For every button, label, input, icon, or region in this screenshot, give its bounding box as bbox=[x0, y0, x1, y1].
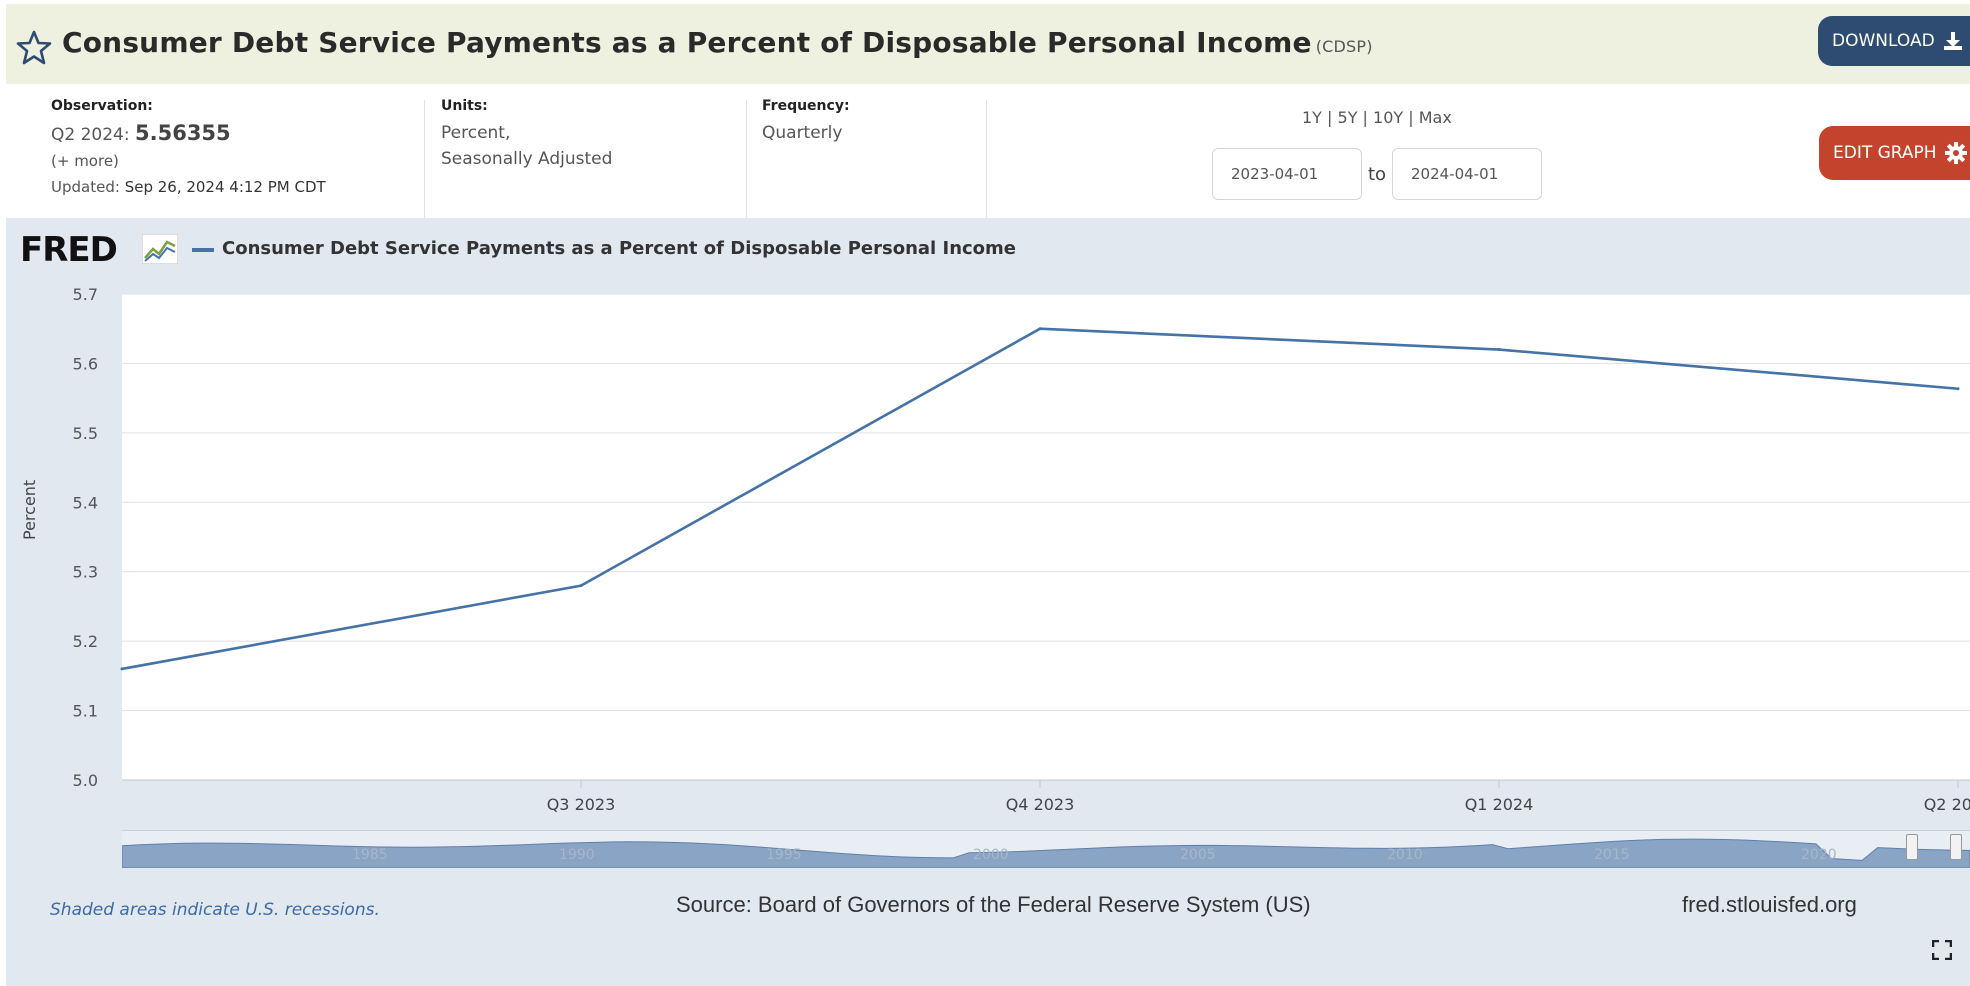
info-bar: Observation: Q2 2024: 5.56355 (+ more) U… bbox=[0, 84, 1970, 218]
frequency-block: Frequency: Quarterly bbox=[762, 98, 850, 146]
legend-label: Consumer Debt Service Payments as a Perc… bbox=[222, 238, 1017, 259]
divider bbox=[746, 100, 747, 218]
x-tick-label: Q3 2023 bbox=[547, 795, 616, 814]
download-button[interactable]: DOWNLOAD bbox=[1818, 16, 1970, 66]
divider bbox=[986, 100, 987, 218]
y-tick-label: 5.7 bbox=[73, 285, 98, 304]
series-code: (CDSP) bbox=[1315, 37, 1373, 56]
gear-icon bbox=[1944, 142, 1967, 164]
fred-logo: FRED bbox=[20, 230, 118, 270]
divider bbox=[424, 100, 425, 218]
units-block: Units: Percent, Seasonally Adjusted bbox=[441, 98, 612, 172]
navigator-area bbox=[122, 838, 1970, 868]
download-icon bbox=[1943, 32, 1962, 50]
star-icon[interactable] bbox=[14, 28, 54, 68]
y-tick-label: 5.3 bbox=[73, 563, 98, 582]
x-tick-label: Q1 2024 bbox=[1465, 795, 1534, 814]
recession-note: Shaded areas indicate U.S. recessions. bbox=[50, 900, 380, 920]
legend-swatch bbox=[192, 248, 214, 252]
navigator-year-label: 1990 bbox=[559, 847, 595, 863]
range-links[interactable]: 1Y | 5Y | 10Y | Max bbox=[1302, 108, 1452, 127]
units-line2: Seasonally Adjusted bbox=[441, 149, 613, 169]
navigator-chart: 1985 1990 1995 2000 2005 2010 2015 2020 bbox=[122, 838, 1970, 868]
y-tick-label: 5.4 bbox=[73, 493, 98, 512]
source-text: Source: Board of Governors of the Federa… bbox=[676, 892, 1311, 917]
navigator-year-label: 2020 bbox=[1801, 847, 1837, 863]
navigator-year-label: 1985 bbox=[352, 847, 388, 863]
edit-graph-button[interactable]: EDIT GRAPH bbox=[1819, 126, 1970, 180]
units-label: Units: bbox=[441, 98, 488, 114]
y-tick-label: 5.5 bbox=[73, 424, 98, 443]
navigator-year-label: 2010 bbox=[1387, 847, 1423, 863]
x-tick-label: Q2 2024 bbox=[1924, 795, 1970, 814]
y-tick-label: 5.0 bbox=[73, 771, 98, 790]
navigator-year-label: 2000 bbox=[973, 847, 1009, 863]
observation-block: Observation: Q2 2024: 5.56355 (+ more) U… bbox=[51, 98, 326, 200]
data-point bbox=[1497, 348, 1501, 352]
data-point bbox=[1038, 327, 1042, 331]
edit-graph-label: EDIT GRAPH bbox=[1833, 143, 1937, 163]
x-tick-label: Q4 2023 bbox=[1006, 795, 1075, 814]
more-link[interactable]: (+ more) bbox=[51, 152, 119, 170]
to-label: to bbox=[1368, 164, 1387, 185]
date-to-input[interactable] bbox=[1392, 148, 1542, 200]
navigator-year-label: 2015 bbox=[1594, 847, 1630, 863]
fred-logo-text: FRED bbox=[20, 230, 118, 270]
updated-label: Updated: bbox=[51, 178, 120, 196]
y-tick-label: 5.6 bbox=[73, 354, 98, 373]
navigator-year-label: 2005 bbox=[1180, 847, 1216, 863]
observation-label: Observation: bbox=[51, 98, 153, 114]
plot-area bbox=[122, 294, 1970, 780]
data-point bbox=[1956, 387, 1960, 391]
navigator-handle-right[interactable] bbox=[1950, 834, 1962, 860]
series-title: Consumer Debt Service Payments as a Perc… bbox=[62, 26, 1312, 59]
series-header: Consumer Debt Service Payments as a Perc… bbox=[6, 4, 1970, 84]
observation-period: Q2 2024: bbox=[51, 125, 130, 145]
frequency-label: Frequency: bbox=[762, 98, 850, 114]
frequency-value: Quarterly bbox=[762, 123, 843, 143]
data-point bbox=[120, 667, 124, 671]
y-tick-label: 5.1 bbox=[73, 702, 98, 721]
navigator-year-label: 1995 bbox=[766, 847, 802, 863]
updated-value: Sep 26, 2024 4:12 PM CDT bbox=[124, 178, 326, 196]
series-line bbox=[121, 327, 1959, 671]
y-tick-label: 5.2 bbox=[73, 632, 98, 651]
fred-chart-icon bbox=[142, 234, 178, 264]
fullscreen-icon[interactable] bbox=[1932, 940, 1952, 960]
page-title: Consumer Debt Service Payments as a Perc… bbox=[62, 26, 1373, 59]
download-label: DOWNLOAD bbox=[1832, 31, 1935, 51]
units-line1: Percent, bbox=[441, 123, 511, 143]
observation-value: 5.56355 bbox=[135, 121, 231, 145]
navigator-handle-left[interactable] bbox=[1906, 834, 1918, 860]
data-point bbox=[579, 584, 583, 588]
site-link[interactable]: fred.stlouisfed.org bbox=[1682, 892, 1857, 917]
date-from-input[interactable] bbox=[1212, 148, 1362, 200]
